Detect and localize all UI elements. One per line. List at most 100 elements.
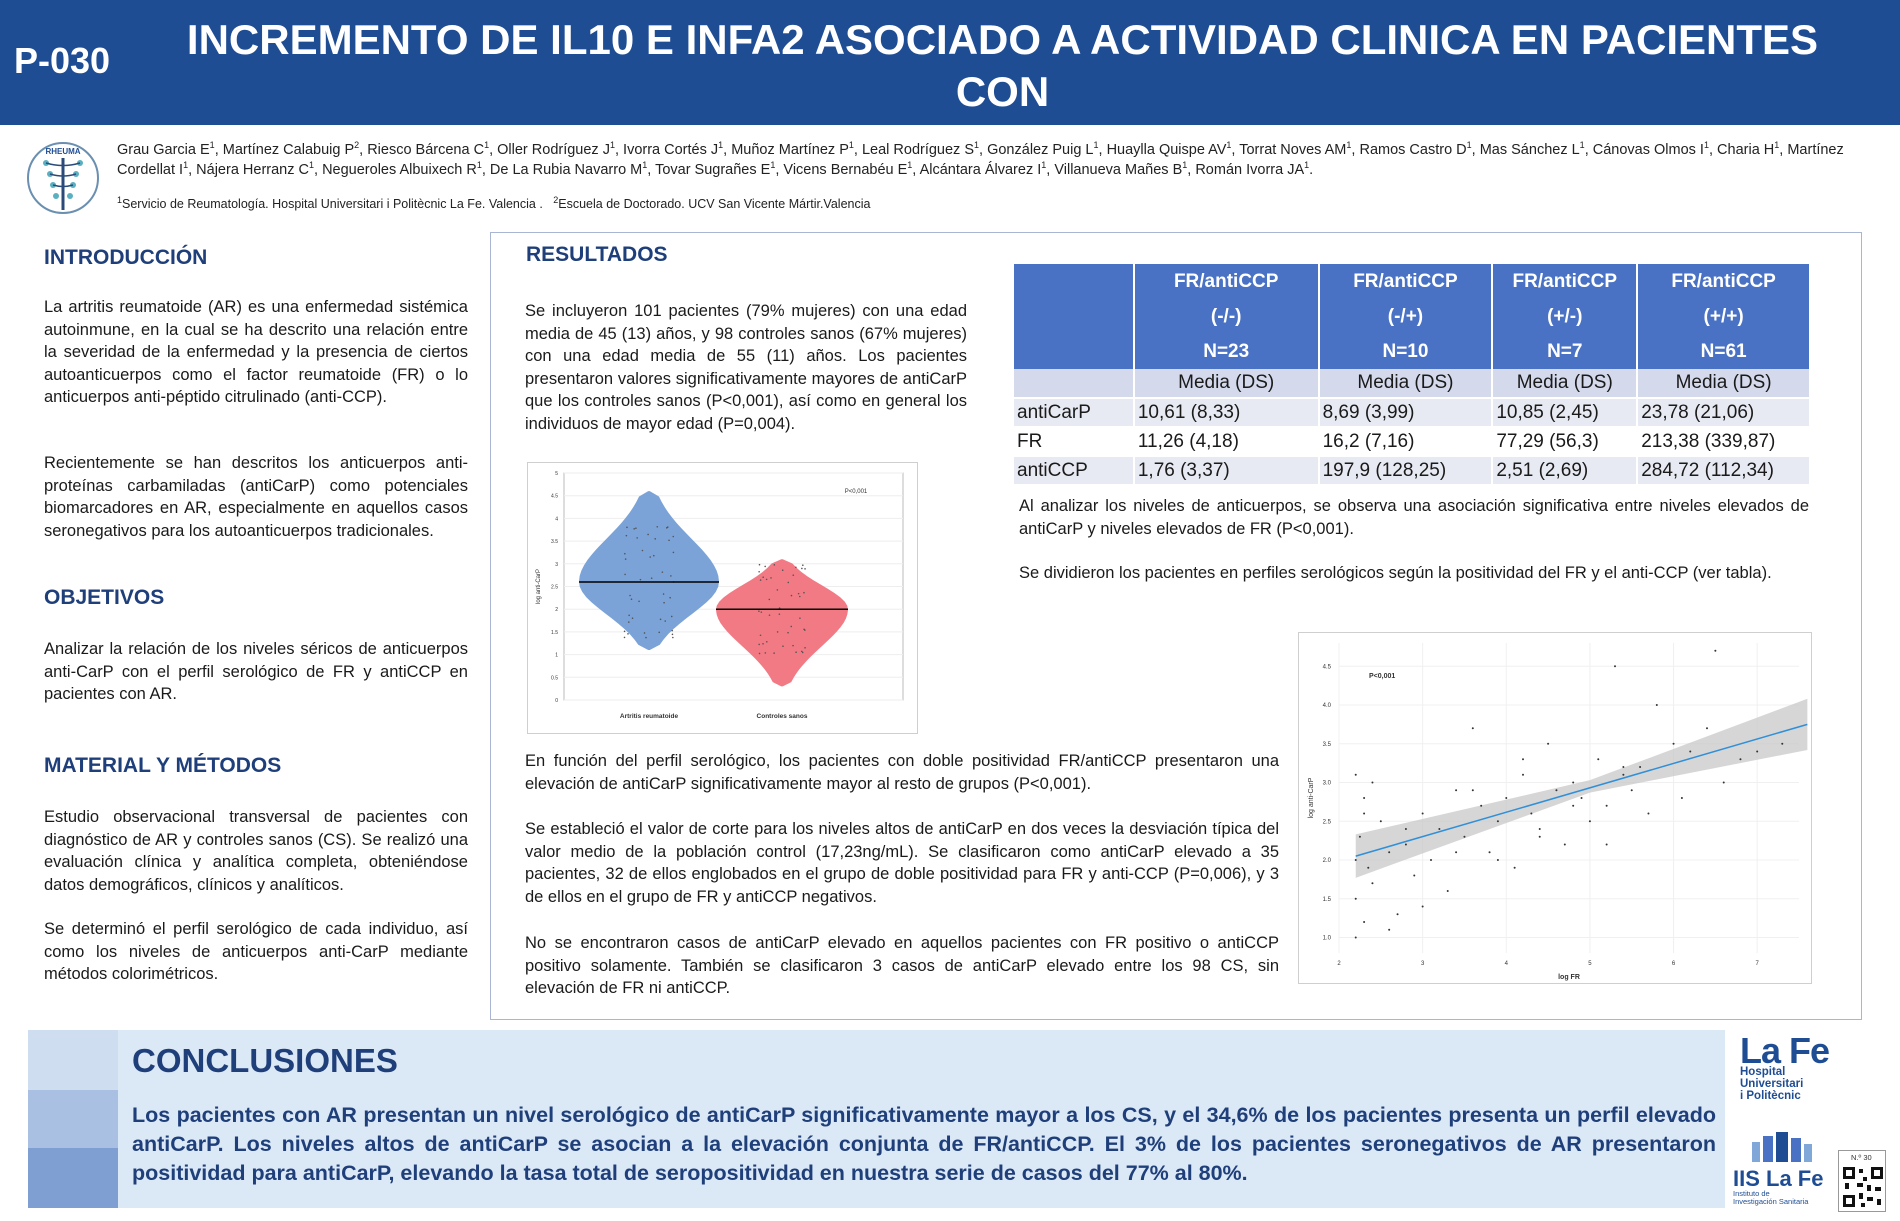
metodos-title: MATERIAL Y MÉTODOS: [44, 754, 282, 777]
author-name: Vicens Bernabéu E: [783, 162, 908, 178]
iis-logo-subtext: Instituto de Investigación Sanitaria: [1733, 1190, 1808, 1206]
data-point: [803, 591, 805, 594]
title-line-1: INCREMENTO DE IL10 E INFA2 ASOCIADO A AC…: [186, 16, 1819, 115]
resultados-paragraph-5: Al analizar los niveles de anticuerpos, …: [1019, 497, 1809, 538]
results-box: [490, 232, 1862, 1020]
data-point: [801, 567, 803, 570]
poster-title: INCREMENTO DE IL10 E INFA2 ASOCIADO A AC…: [135, 14, 1870, 170]
data-point: [628, 614, 630, 617]
data-point: [804, 568, 806, 570]
y-tick-label: 2.5: [1323, 819, 1332, 825]
author-affiliation-sup: 1: [848, 140, 854, 151]
data-point: [666, 526, 669, 528]
table-row: antiCarP 10,61 (8,33) 8,69 (3,99) 10,85 …: [1014, 398, 1811, 428]
author-affiliation-sup: 1: [1226, 140, 1232, 151]
data-point: [795, 651, 797, 654]
x-tick-label: 3: [1421, 961, 1425, 967]
data-point: [762, 576, 764, 578]
data-point: [1672, 742, 1675, 745]
data-point: [764, 652, 767, 654]
intro-paragraph-2: Recientemente se han descritos los antic…: [44, 454, 468, 540]
data-point: [1371, 781, 1374, 784]
data-point: [770, 577, 772, 579]
table-subheader-cell: Media (DS): [1492, 369, 1639, 399]
data-point: [652, 554, 655, 557]
violin-controls: [716, 559, 848, 687]
resultados-paragraph-4: No se encontraron casos de antiCarP elev…: [525, 934, 1279, 997]
author-name: Martínez Calabuig P: [222, 142, 355, 158]
x-tick-label: 5: [1588, 961, 1592, 967]
data-point: [1388, 851, 1391, 854]
data-point: [1547, 742, 1550, 745]
data-point: [795, 566, 797, 569]
data-point: [1756, 750, 1759, 753]
data-point: [1580, 797, 1583, 799]
author-name: De La Rubia Navarro M: [489, 162, 643, 178]
data-point: [670, 615, 673, 618]
author-affiliation-sup: 1: [609, 140, 615, 151]
data-point: [641, 549, 644, 552]
table-header-cell: FR/antiCCP (-/-) N=23: [1133, 264, 1320, 369]
data-point: [1530, 812, 1533, 815]
y-tick-label: 3.0: [1323, 781, 1332, 787]
qr-code[interactable]: N.º 30: [1838, 1150, 1886, 1212]
data-point: [802, 564, 804, 566]
y-tick-label: 4.5: [551, 494, 558, 500]
table-row: FR 11,26 (4,18) 16,2 (7,16) 77,29 (56,3)…: [1014, 427, 1811, 457]
conclusions-square-1: [28, 1030, 118, 1090]
data-point: [633, 528, 635, 530]
author-name: González Puig L: [987, 142, 1094, 158]
objetivos-paragraph: Analizar la relación de los niveles séri…: [44, 640, 468, 703]
resultados-paragraph-2: En función del perfil serológico, los pa…: [525, 752, 1279, 793]
data-point: [758, 610, 760, 612]
x-axis-label: log FR: [1558, 974, 1580, 981]
table-header-cell: FR/antiCCP (+/+) N=61: [1637, 264, 1811, 369]
author-name: Alcántara Álvarez I: [919, 162, 1042, 178]
data-point: [776, 631, 779, 633]
data-point: [1639, 766, 1642, 768]
data-point: [671, 629, 674, 632]
author-name: Tovar Sugrañes E: [655, 162, 771, 178]
data-point: [801, 651, 804, 654]
affiliation-1: Servicio de Reumatología. Hospital Unive…: [122, 197, 543, 211]
data-point: [672, 535, 675, 538]
data-point: [1413, 874, 1416, 877]
data-point: [1354, 897, 1357, 900]
data-point: [1706, 727, 1708, 730]
conclusions-square-3: [28, 1148, 118, 1208]
data-point: [768, 614, 771, 616]
author-affiliation-sup: 1: [718, 140, 724, 151]
data-point: [792, 574, 795, 576]
data-point: [1588, 820, 1591, 823]
data-point: [1421, 812, 1424, 815]
table-subheader-cell: Media (DS): [1637, 369, 1811, 399]
data-point: [624, 558, 627, 560]
data-point: [631, 617, 634, 620]
data-point: [776, 589, 779, 591]
data-point: [804, 629, 806, 631]
data-point: [773, 564, 776, 566]
data-point: [781, 569, 784, 572]
violin-chart: 0 0.5 1 1.5 2 2.5 3 3.5 4 4.5 5 log anti-CarP P<0,00…: [536, 471, 904, 720]
author-name: Martínez Cordellat I: [117, 142, 1844, 178]
author-affiliation-sup: 1: [1041, 160, 1047, 171]
table-cell: 2,51 (2,69): [1492, 456, 1639, 486]
data-point: [1354, 859, 1357, 861]
data-point: [797, 592, 800, 595]
y-tick-label: 2.0: [1323, 858, 1332, 864]
data-point: [1538, 835, 1541, 838]
data-point: [656, 525, 659, 528]
data-point: [627, 633, 629, 635]
author-affiliation-sup: 1: [1579, 140, 1585, 151]
data-point: [787, 581, 790, 584]
table-cell: 8,69 (3,99): [1318, 398, 1494, 428]
author-affiliation-sup: 1: [1774, 140, 1780, 151]
data-point: [1505, 797, 1508, 799]
data-point: [662, 593, 665, 595]
confidence-band: [1355, 698, 1808, 878]
data-point: [639, 578, 642, 581]
data-point: [1371, 882, 1374, 885]
iis-lafe-logo: IIS La Fe Instituto de Investigación San…: [1733, 1128, 1843, 1208]
x-category-label: Artritis reumatoide: [620, 713, 679, 720]
data-point: [1555, 789, 1558, 792]
